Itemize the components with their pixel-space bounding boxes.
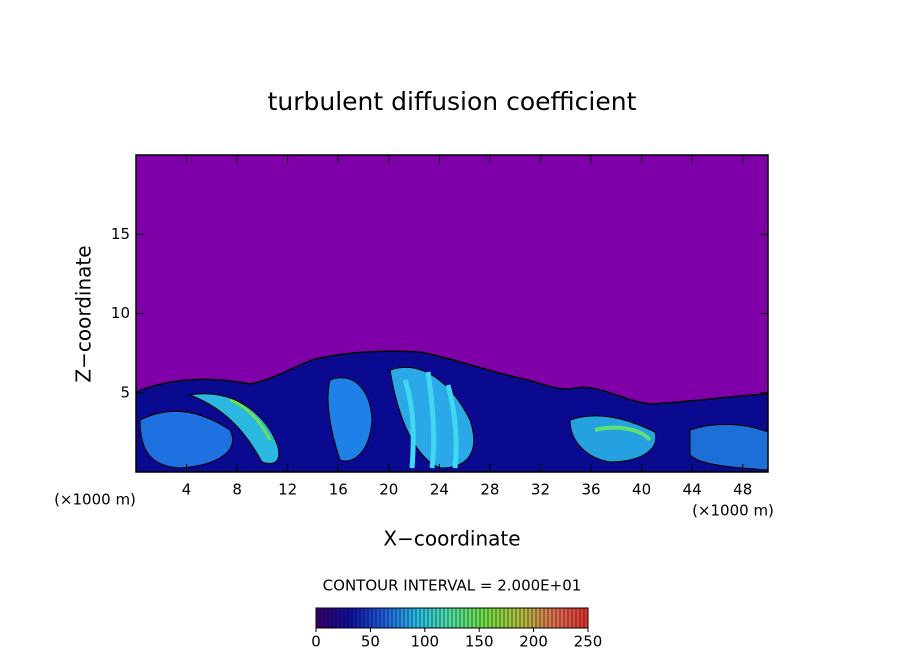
x-tick-label: 48	[733, 481, 752, 499]
x-tick-label: 44	[683, 481, 702, 499]
colorbar-tick-label: 50	[361, 633, 380, 651]
turbulence-region	[136, 350, 768, 472]
colorbar-stripes	[319, 608, 585, 628]
colorbar-tick-label: 150	[465, 633, 494, 651]
contour-interval: CONTOUR INTERVAL = 2.000E+01	[323, 577, 582, 595]
colorbar-tick-label: 0	[311, 633, 321, 651]
x-tick-label: 36	[581, 481, 600, 499]
y-tick-label: 15	[111, 225, 130, 243]
x-tick-label: 40	[632, 481, 651, 499]
y-tick-label: 5	[120, 383, 130, 401]
x-tick-label: 20	[379, 481, 398, 499]
chart-title: turbulent diffusion coefficient	[268, 87, 637, 116]
x-tick-label: 16	[329, 481, 348, 499]
y-axis-label: Z−coordinate	[72, 245, 96, 382]
x-unit-label: (×1000 m)	[692, 502, 774, 520]
colorbar-tick-label: 200	[519, 633, 548, 651]
colorbar-tick-label: 250	[574, 633, 603, 651]
x-tick-label: 12	[278, 481, 297, 499]
x-tick-label: 28	[480, 481, 499, 499]
x-axis-label: X−coordinate	[383, 527, 520, 551]
x-unit-label: (×1000 m)	[54, 491, 136, 509]
x-tick-label: 32	[531, 481, 550, 499]
colorbar-tick-label: 100	[410, 633, 439, 651]
x-tick-label: 24	[430, 481, 449, 499]
x-tick-label: 4	[182, 481, 192, 499]
x-tick-label: 8	[232, 481, 242, 499]
y-tick-label: 10	[111, 304, 130, 322]
